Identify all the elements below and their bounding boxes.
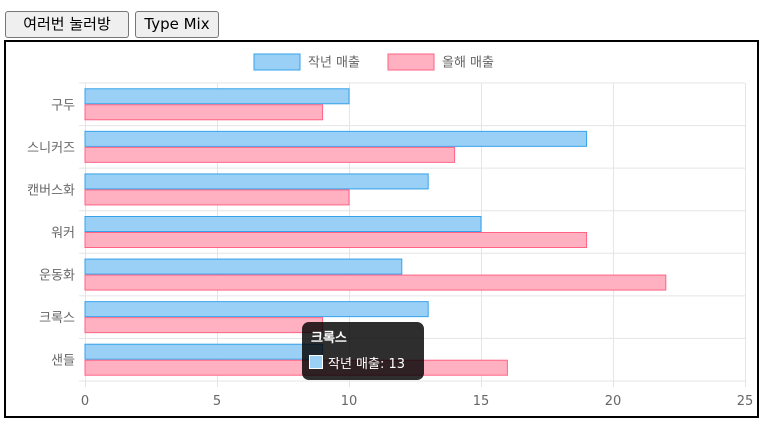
tooltip-color-swatch bbox=[309, 355, 323, 369]
x-tick-label: 5 bbox=[213, 394, 221, 409]
y-tick-label: 워커 bbox=[51, 226, 75, 241]
bar-last-year bbox=[84, 258, 403, 275]
bar-this-year bbox=[84, 274, 667, 291]
tooltip-label: 작년 매출: 13 bbox=[328, 357, 406, 372]
bar-last-year bbox=[84, 301, 429, 318]
y-tick-label: 캔버스화 bbox=[27, 183, 75, 198]
x-tick-label: 20 bbox=[605, 394, 622, 409]
bar-last-year bbox=[84, 343, 324, 360]
bar-last-year bbox=[84, 130, 588, 147]
tooltip-title: 크록스 bbox=[311, 331, 347, 346]
legend-label-this-year: 올해 매출 bbox=[442, 56, 494, 71]
x-tick-label: 10 bbox=[341, 394, 358, 409]
bar-this-year bbox=[84, 146, 456, 163]
y-tick-label: 크록스 bbox=[39, 311, 75, 326]
bar-this-year bbox=[84, 317, 324, 334]
bar-this-year bbox=[84, 189, 350, 206]
x-tick-label: 15 bbox=[473, 394, 490, 409]
y-tick-label: 구두 bbox=[51, 98, 75, 113]
shuffle-button[interactable]: 여러번 눌러방 bbox=[5, 11, 129, 38]
type-mix-button[interactable]: Type Mix bbox=[135, 11, 219, 38]
y-tick-label: 샌들 bbox=[51, 354, 75, 369]
y-tick-label: 스니커즈 bbox=[27, 141, 75, 156]
legend-label-last-year: 작년 매출 bbox=[308, 56, 360, 71]
x-tick-label: 25 bbox=[737, 394, 754, 409]
bar-this-year bbox=[84, 232, 588, 248]
legend-swatch-last-year bbox=[253, 53, 301, 71]
y-tick-label: 운동화 bbox=[39, 269, 75, 284]
bar-last-year bbox=[84, 216, 482, 232]
x-tick-label: 0 bbox=[81, 394, 89, 409]
chart-tooltip: 크록스 작년 매출: 13 bbox=[302, 322, 424, 380]
bar-this-year bbox=[84, 359, 508, 376]
bar-this-year bbox=[84, 104, 324, 121]
legend-swatch-this-year bbox=[387, 53, 435, 71]
bar-last-year bbox=[84, 173, 429, 190]
bar-last-year bbox=[84, 88, 350, 105]
